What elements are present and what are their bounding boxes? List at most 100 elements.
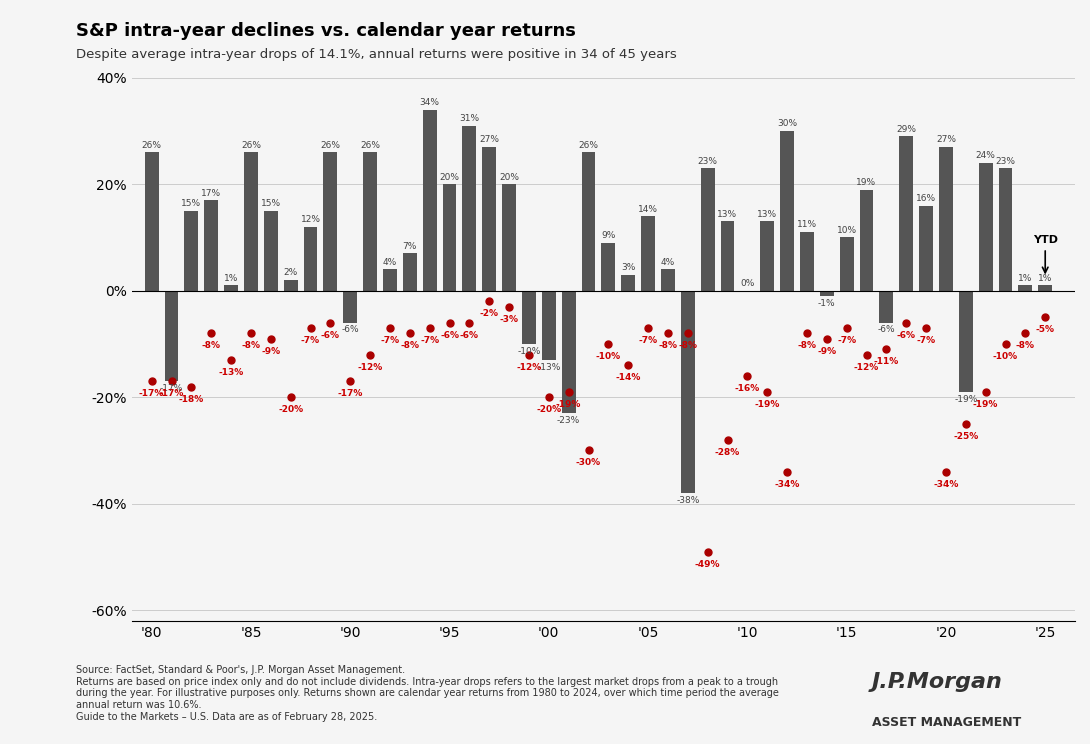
Text: -30%: -30% bbox=[576, 458, 601, 467]
Text: 15%: 15% bbox=[181, 199, 202, 208]
Text: -16%: -16% bbox=[735, 384, 760, 393]
Text: 12%: 12% bbox=[301, 215, 320, 224]
Text: 26%: 26% bbox=[241, 141, 261, 150]
Text: 4%: 4% bbox=[383, 257, 397, 267]
Text: -38%: -38% bbox=[676, 496, 700, 504]
Text: 27%: 27% bbox=[936, 135, 956, 144]
Bar bbox=[283, 280, 298, 291]
Bar bbox=[800, 232, 814, 291]
Text: -7%: -7% bbox=[837, 336, 857, 345]
Text: 27%: 27% bbox=[480, 135, 499, 144]
Bar bbox=[363, 153, 377, 291]
Text: 1%: 1% bbox=[223, 274, 239, 283]
Text: -20%: -20% bbox=[278, 405, 303, 414]
Text: 31%: 31% bbox=[459, 114, 480, 123]
Text: -17%: -17% bbox=[338, 389, 363, 398]
Text: -19%: -19% bbox=[556, 400, 581, 409]
Bar bbox=[959, 291, 972, 392]
Text: 1%: 1% bbox=[1018, 274, 1032, 283]
Text: 15%: 15% bbox=[261, 199, 281, 208]
Text: 9%: 9% bbox=[602, 231, 616, 240]
Text: -34%: -34% bbox=[933, 480, 958, 489]
Bar bbox=[423, 109, 437, 291]
Text: 7%: 7% bbox=[402, 242, 417, 251]
Text: -17%: -17% bbox=[160, 384, 183, 393]
Text: -7%: -7% bbox=[420, 336, 439, 345]
Bar bbox=[602, 243, 616, 291]
Bar bbox=[860, 190, 873, 291]
Text: YTD: YTD bbox=[1032, 235, 1057, 245]
Text: 34%: 34% bbox=[420, 98, 439, 107]
Bar bbox=[343, 291, 358, 323]
Text: -12%: -12% bbox=[853, 362, 880, 371]
Text: 2%: 2% bbox=[283, 269, 298, 278]
Bar bbox=[165, 291, 179, 381]
Text: -12%: -12% bbox=[358, 362, 383, 371]
Text: -6%: -6% bbox=[897, 330, 916, 340]
Text: -12%: -12% bbox=[517, 362, 542, 371]
Text: -2%: -2% bbox=[480, 310, 499, 318]
Bar bbox=[462, 126, 476, 291]
Text: 19%: 19% bbox=[857, 178, 876, 187]
Bar bbox=[919, 205, 933, 291]
Text: -11%: -11% bbox=[874, 357, 899, 366]
Bar bbox=[641, 217, 655, 291]
Text: -13%: -13% bbox=[218, 368, 244, 377]
Text: 23%: 23% bbox=[995, 156, 1016, 166]
Text: 24%: 24% bbox=[976, 151, 995, 160]
Text: 0%: 0% bbox=[740, 279, 754, 288]
Bar bbox=[502, 185, 516, 291]
Text: -8%: -8% bbox=[1016, 341, 1034, 350]
Bar bbox=[661, 269, 675, 291]
Bar bbox=[264, 211, 278, 291]
Text: Source: FactSet, Standard & Poor's, J.P. Morgan Asset Management.
Returns are ba: Source: FactSet, Standard & Poor's, J.P.… bbox=[76, 665, 779, 722]
Text: -8%: -8% bbox=[678, 341, 698, 350]
Text: 11%: 11% bbox=[797, 220, 818, 229]
Text: -8%: -8% bbox=[798, 341, 816, 350]
Text: -7%: -7% bbox=[380, 336, 400, 345]
Bar bbox=[324, 153, 337, 291]
Bar bbox=[443, 185, 457, 291]
Bar bbox=[561, 291, 576, 413]
Bar bbox=[403, 254, 416, 291]
Text: -19%: -19% bbox=[954, 394, 978, 403]
Text: -8%: -8% bbox=[241, 341, 261, 350]
Text: 3%: 3% bbox=[621, 263, 635, 272]
Text: Despite average intra-year drops of 14.1%, annual returns were positive in 34 of: Despite average intra-year drops of 14.1… bbox=[76, 48, 677, 61]
Bar bbox=[225, 286, 238, 291]
Text: -5%: -5% bbox=[1036, 325, 1055, 334]
Text: 23%: 23% bbox=[698, 156, 717, 166]
Bar bbox=[720, 222, 735, 291]
Text: 4%: 4% bbox=[661, 257, 675, 267]
Text: -23%: -23% bbox=[557, 416, 580, 425]
Text: -3%: -3% bbox=[499, 315, 519, 324]
Bar bbox=[839, 237, 853, 291]
Text: 20%: 20% bbox=[499, 173, 519, 182]
Bar bbox=[542, 291, 556, 360]
Text: -6%: -6% bbox=[440, 330, 459, 340]
Bar bbox=[621, 275, 635, 291]
Bar bbox=[303, 227, 317, 291]
Bar bbox=[1039, 286, 1052, 291]
Text: -9%: -9% bbox=[818, 347, 836, 356]
Bar bbox=[522, 291, 536, 344]
Bar bbox=[1018, 286, 1032, 291]
Text: -17%: -17% bbox=[159, 389, 184, 398]
Bar bbox=[145, 153, 158, 291]
Text: -7%: -7% bbox=[301, 336, 320, 345]
Bar bbox=[582, 153, 595, 291]
Bar bbox=[979, 163, 993, 291]
Text: 14%: 14% bbox=[638, 205, 658, 214]
Text: 17%: 17% bbox=[202, 188, 221, 198]
Text: -7%: -7% bbox=[639, 336, 657, 345]
Text: -19%: -19% bbox=[973, 400, 998, 409]
Bar bbox=[880, 291, 894, 323]
Text: -6%: -6% bbox=[460, 330, 479, 340]
Text: -8%: -8% bbox=[202, 341, 220, 350]
Text: J.P.Morgan: J.P.Morgan bbox=[872, 672, 1003, 692]
Text: S&P intra-year declines vs. calendar year returns: S&P intra-year declines vs. calendar yea… bbox=[76, 22, 577, 40]
Text: -1%: -1% bbox=[818, 298, 836, 308]
Bar bbox=[204, 200, 218, 291]
Text: 13%: 13% bbox=[758, 210, 777, 219]
Bar bbox=[820, 291, 834, 296]
